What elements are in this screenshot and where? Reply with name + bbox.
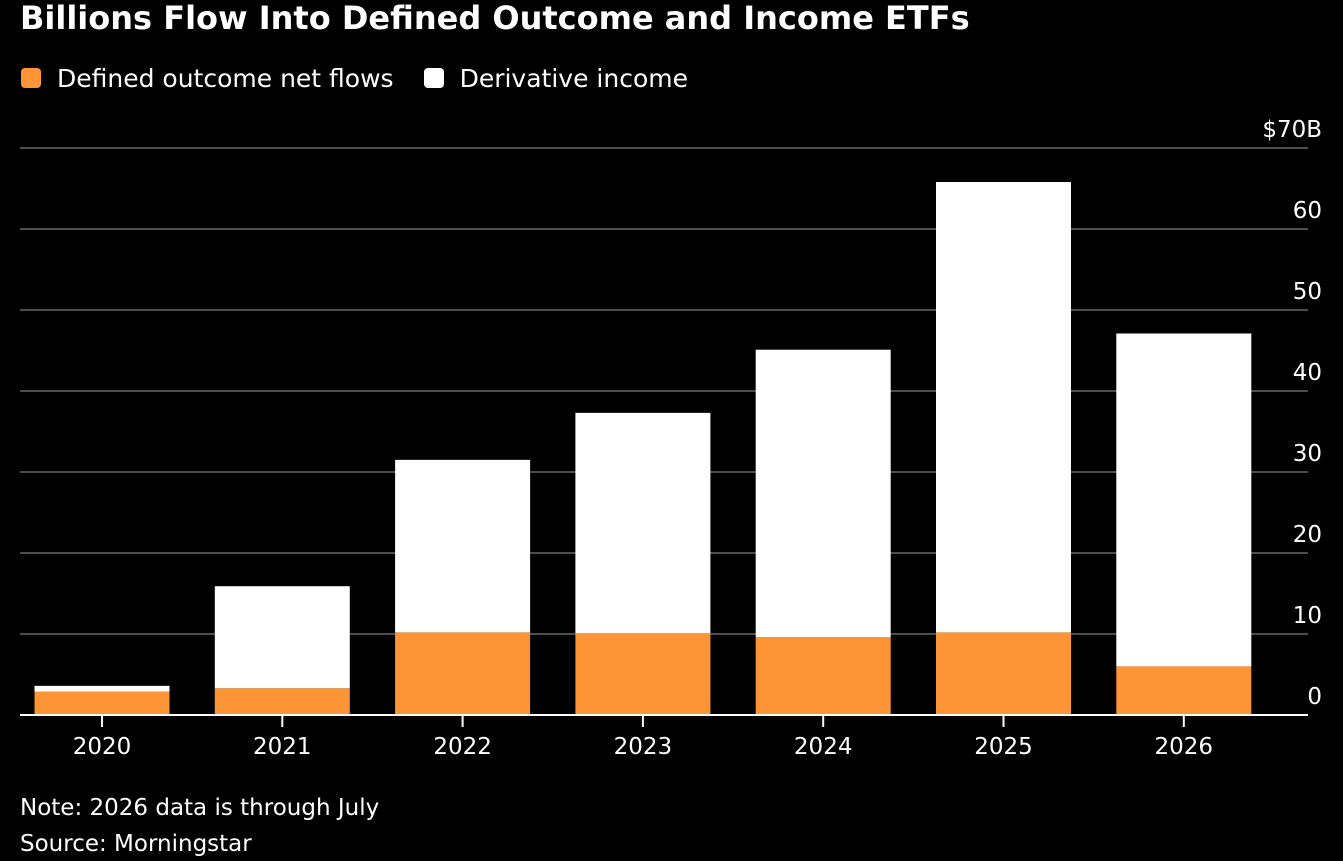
x-tick-label: 2022 bbox=[433, 734, 492, 760]
bar-derivative-income bbox=[755, 349, 891, 638]
legend-swatch-derivative-income bbox=[423, 68, 444, 88]
y-tick-label: 0 bbox=[1307, 684, 1322, 710]
x-tick-label: 2023 bbox=[614, 734, 673, 760]
bar-derivative-income bbox=[34, 685, 170, 692]
legend-label-derivative-income: Derivative income bbox=[459, 63, 688, 93]
bar-derivative-income bbox=[214, 586, 350, 689]
bar-derivative-income bbox=[936, 182, 1071, 633]
bar-defined-outcome bbox=[575, 633, 711, 715]
y-tick-label: 50 bbox=[1293, 279, 1322, 305]
bar-derivative-income bbox=[395, 459, 531, 633]
y-tick-label: 60 bbox=[1293, 198, 1322, 224]
bar-defined-outcome bbox=[936, 632, 1071, 715]
y-tick-label: 30 bbox=[1293, 441, 1322, 467]
bar-defined-outcome bbox=[1116, 666, 1252, 715]
chart-source: Source: Morningstar bbox=[20, 831, 252, 857]
x-tick-label: 2024 bbox=[794, 734, 853, 760]
tick-labels: 0 10 20 30 40 50 60 $70B 2020 2021 2022 2023 2024 202… bbox=[73, 117, 1322, 760]
y-tick-label: 10 bbox=[1293, 603, 1322, 629]
y-tick-label: $70B bbox=[1262, 117, 1322, 143]
bar-derivative-income bbox=[1116, 333, 1252, 667]
x-tick-label: 2020 bbox=[73, 734, 132, 760]
y-tick-label: 20 bbox=[1293, 522, 1322, 548]
legend-label-defined-outcome: Defined outcome net flows bbox=[57, 63, 394, 93]
bar-defined-outcome bbox=[214, 688, 350, 715]
y-tick-label: 40 bbox=[1293, 360, 1322, 386]
legend-swatch-defined-outcome bbox=[21, 68, 41, 88]
legend-item-defined-outcome: Defined outcome net flows bbox=[21, 64, 394, 93]
x-axis bbox=[20, 714, 1308, 727]
x-tick-label: 2026 bbox=[1155, 734, 1214, 760]
bar-defined-outcome bbox=[395, 632, 531, 715]
x-tick-label: 2025 bbox=[974, 734, 1033, 760]
x-tick-label: 2021 bbox=[253, 734, 312, 760]
legend-item-derivative-income: Derivative income bbox=[423, 63, 688, 93]
chart-legend: Defined outcome net flows Derivative inc… bbox=[21, 62, 718, 94]
bar-defined-outcome bbox=[34, 691, 170, 715]
bars bbox=[34, 182, 1252, 715]
bar-defined-outcome bbox=[755, 637, 891, 715]
chart-title: Billions Flow Into Defined Outcome and I… bbox=[20, 0, 970, 37]
bar-derivative-income bbox=[575, 412, 711, 634]
chart-note: Note: 2026 data is through July bbox=[20, 795, 380, 821]
